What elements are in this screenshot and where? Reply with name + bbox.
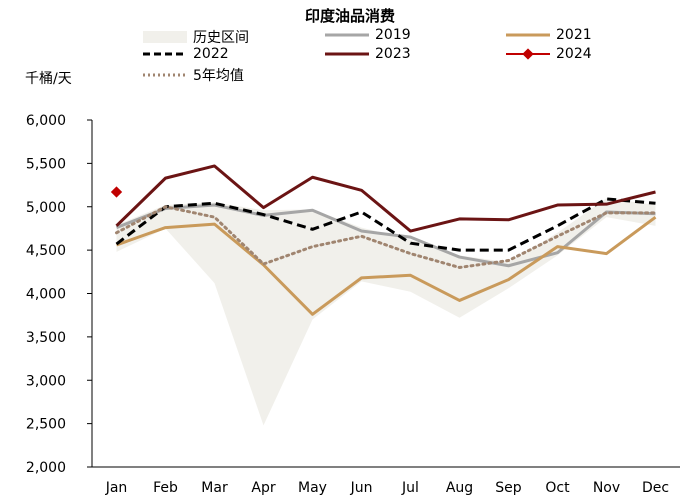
x-tick-label: May — [298, 480, 327, 496]
x-tick-label: Mar — [201, 480, 228, 496]
legend-label-2022: 2022 — [193, 46, 229, 62]
series-2023-line — [115, 164, 656, 233]
series-2021-line — [115, 215, 657, 316]
legend-swatch-2024 — [504, 47, 552, 61]
y-axis-label: 千桶/天 — [25, 71, 72, 87]
x-tick-label: Feb — [153, 480, 178, 496]
x-tick-label: Jun — [350, 480, 373, 496]
y-tick-label: 4,000 — [26, 287, 66, 303]
history-range-band — [116, 198, 656, 426]
series-2019-line — [115, 203, 656, 268]
legend-label-2024: 2024 — [556, 46, 592, 62]
chart-title: 印度油品消费 — [304, 7, 395, 25]
x-tick-label: Aug — [446, 480, 473, 496]
x-tick-label: Jan — [105, 480, 128, 496]
x-tick-label: Jul — [401, 480, 419, 496]
series-5-line — [115, 205, 657, 269]
y-tick-label: 2,500 — [26, 417, 66, 433]
legend-label-2021: 2021 — [556, 27, 592, 43]
legend-label-band: 历史区间 — [193, 30, 249, 46]
legend-swatch-2021 — [504, 28, 552, 42]
legend-item-avg: 5年均值 — [141, 65, 244, 85]
y-tick-label: 2,000 — [26, 460, 66, 476]
legend-label-2023: 2023 — [375, 46, 411, 62]
x-tick-label: Dec — [642, 480, 669, 496]
y-tick-label: 4,500 — [26, 243, 66, 259]
x-tick-label: Apr — [251, 480, 275, 496]
series-2022-line — [115, 197, 656, 252]
x-tick-label: Sep — [495, 480, 522, 496]
legend-swatch-2023 — [323, 47, 371, 61]
legend-swatch-band — [141, 30, 189, 44]
y-tick-label: 3,000 — [26, 373, 66, 389]
series-2024-point — [110, 186, 123, 198]
legend-item-2021: 2021 — [504, 27, 592, 43]
legend-swatch-2022 — [141, 47, 189, 61]
legend-item-band: 历史区间 — [141, 27, 249, 47]
legend-item-2019: 2019 — [323, 27, 411, 43]
y-tick-label: 5,000 — [26, 200, 66, 216]
legend: 历史区间 2019 2021 2022 2023 2024 5年均值 — [0, 0, 700, 90]
y-tick-label: 3,500 — [26, 330, 66, 346]
legend-item-2024: 2024 — [504, 46, 592, 62]
legend-label-avg: 5年均值 — [193, 68, 244, 84]
legend-item-2022: 2022 — [141, 46, 229, 62]
x-tick-label: Oct — [545, 480, 570, 496]
x-tick-label: Nov — [593, 480, 620, 496]
legend-label-2019: 2019 — [375, 27, 411, 43]
legend-swatch-avg — [141, 68, 189, 82]
y-tick-label: 5,500 — [26, 156, 66, 172]
legend-swatch-2019 — [323, 28, 371, 42]
y-tick-label: 6,000 — [26, 113, 66, 129]
legend-item-2023: 2023 — [323, 46, 411, 62]
